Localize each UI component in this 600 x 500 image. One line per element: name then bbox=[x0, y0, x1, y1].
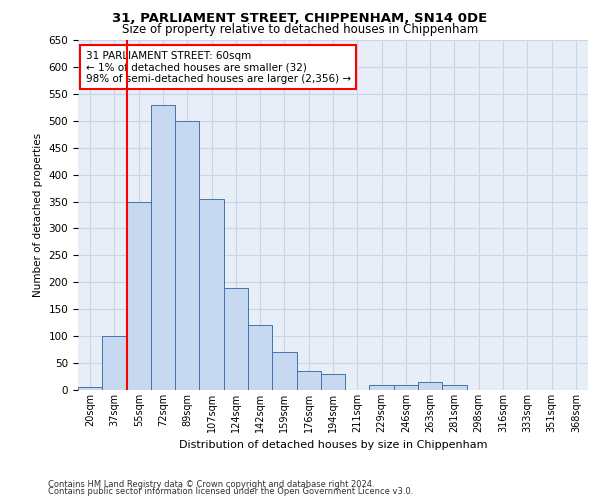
Y-axis label: Number of detached properties: Number of detached properties bbox=[33, 133, 43, 297]
Bar bbox=[418, 382, 442, 390]
Bar bbox=[78, 388, 102, 390]
Bar bbox=[321, 374, 345, 390]
Bar bbox=[442, 384, 467, 390]
Bar bbox=[272, 352, 296, 390]
Text: Contains public sector information licensed under the Open Government Licence v3: Contains public sector information licen… bbox=[48, 487, 413, 496]
Bar bbox=[102, 336, 127, 390]
Bar bbox=[151, 104, 175, 390]
Bar bbox=[175, 121, 199, 390]
Bar bbox=[394, 384, 418, 390]
Bar bbox=[248, 326, 272, 390]
Bar bbox=[127, 202, 151, 390]
Bar bbox=[296, 371, 321, 390]
Text: Size of property relative to detached houses in Chippenham: Size of property relative to detached ho… bbox=[122, 22, 478, 36]
X-axis label: Distribution of detached houses by size in Chippenham: Distribution of detached houses by size … bbox=[179, 440, 487, 450]
Text: 31, PARLIAMENT STREET, CHIPPENHAM, SN14 0DE: 31, PARLIAMENT STREET, CHIPPENHAM, SN14 … bbox=[112, 12, 488, 26]
Bar bbox=[199, 199, 224, 390]
Text: 31 PARLIAMENT STREET: 60sqm
← 1% of detached houses are smaller (32)
98% of semi: 31 PARLIAMENT STREET: 60sqm ← 1% of deta… bbox=[86, 50, 351, 84]
Bar bbox=[370, 384, 394, 390]
Bar bbox=[224, 288, 248, 390]
Text: Contains HM Land Registry data © Crown copyright and database right 2024.: Contains HM Land Registry data © Crown c… bbox=[48, 480, 374, 489]
